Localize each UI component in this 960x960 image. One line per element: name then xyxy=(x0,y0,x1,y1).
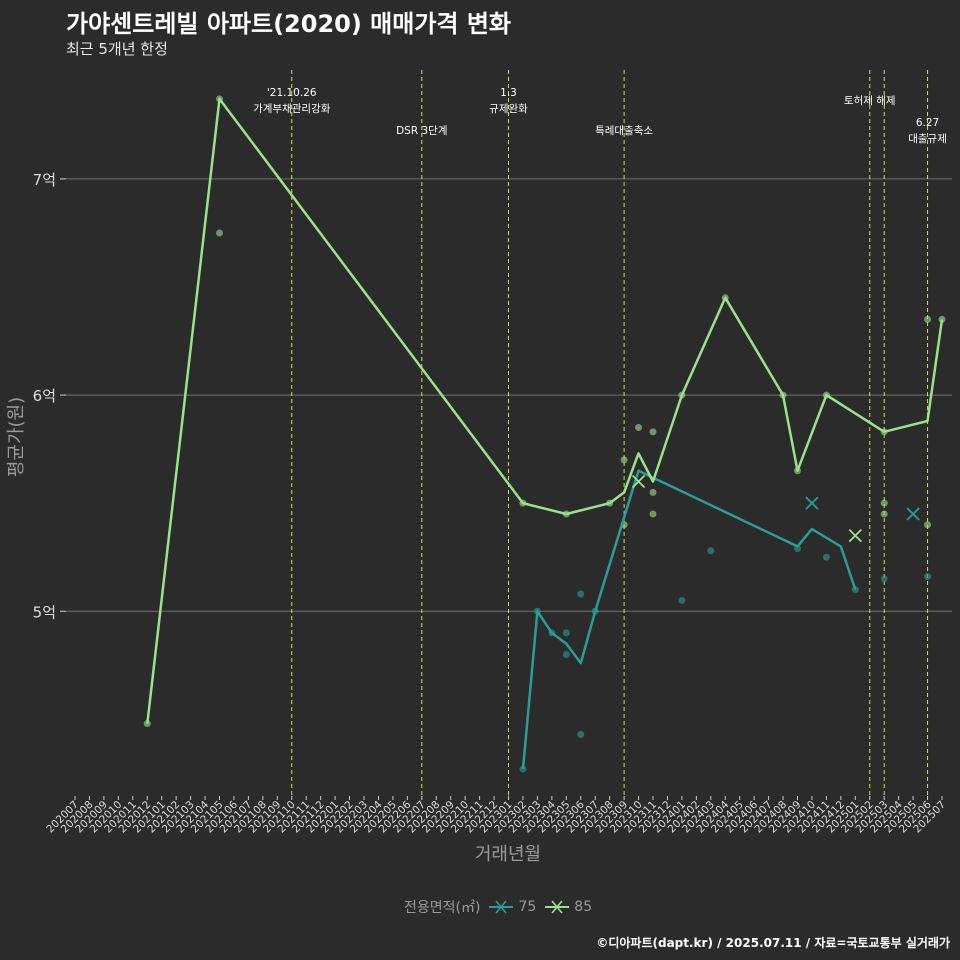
cross-stroke xyxy=(848,528,862,543)
axis-layer: 5억6억7억2020072020082020092020102020112020… xyxy=(33,171,948,836)
series-85-point xyxy=(924,521,932,529)
event-label: 가계부채관리강화 xyxy=(253,103,331,115)
cross-stroke xyxy=(906,507,920,521)
source-caption: ©디아파트(dapt.kr) / 2025.07.11 / 자료=국토교통부 실… xyxy=(596,936,950,950)
event-label: '21.10.26 xyxy=(267,87,317,99)
series-85-point xyxy=(649,488,657,496)
series-85-point xyxy=(924,315,932,323)
series-85-point xyxy=(635,424,643,431)
series-85-point xyxy=(216,229,223,237)
y-tick-label: 6억 xyxy=(33,387,56,405)
event-label: 1.3 xyxy=(500,87,517,99)
legend-title: 전용면적(㎡) xyxy=(404,900,481,916)
y-axis-title: 평균가(원) xyxy=(6,397,27,477)
series-75-point xyxy=(880,575,888,583)
legend-label-75: 75 xyxy=(518,899,537,915)
event-label: 토허제 해제 xyxy=(844,94,896,107)
chart-title: 가야센트레빌 아파트(2020) 매매가격 변화 xyxy=(66,10,511,38)
series-75-point xyxy=(562,650,570,658)
series-75-point xyxy=(577,730,585,738)
series-75-cross-marker xyxy=(906,507,920,521)
y-tick-label: 7억 xyxy=(33,171,56,189)
event-label: DSR 3단계 xyxy=(396,125,447,137)
chart-subtitle: 최근 5개년 한정 xyxy=(66,40,168,58)
legend-key-85-icon xyxy=(545,900,570,914)
series-85-point xyxy=(649,428,657,436)
legend: 전용면적(㎡) 75 85 xyxy=(404,896,592,918)
legend-label-85: 85 xyxy=(574,899,593,915)
series-85-point xyxy=(620,456,628,464)
event-label: 대출규제 xyxy=(908,133,947,145)
series-85-line xyxy=(146,97,944,724)
series-85-point xyxy=(880,510,888,518)
y-tick-label: 5억 xyxy=(33,603,56,621)
series-75-point xyxy=(707,547,715,555)
event-label: 6.27 xyxy=(916,117,939,129)
series-layer xyxy=(143,95,946,773)
series-75-point xyxy=(678,596,686,604)
series-75-cross-marker xyxy=(805,496,819,510)
legend-item-85: 85 xyxy=(544,899,592,915)
series-75-point xyxy=(577,590,585,598)
series-75-point xyxy=(562,629,570,637)
series-75-point xyxy=(924,573,932,581)
series-85-cross-marker xyxy=(631,474,646,489)
series-85-point xyxy=(649,510,657,518)
series-75-point xyxy=(822,553,830,561)
event-label: 규제완화 xyxy=(489,102,528,115)
legend-item-75: 75 xyxy=(488,899,536,915)
event-label: 특례대출축소 xyxy=(595,125,653,137)
series-85-point xyxy=(880,499,888,507)
legend-key-75-icon xyxy=(489,900,514,914)
series-75-line xyxy=(521,469,857,770)
x-axis-title: 거래년월 xyxy=(475,844,541,865)
cross-stroke xyxy=(805,496,819,510)
cross-stroke xyxy=(631,474,646,489)
series-85-cross-marker xyxy=(848,528,862,543)
